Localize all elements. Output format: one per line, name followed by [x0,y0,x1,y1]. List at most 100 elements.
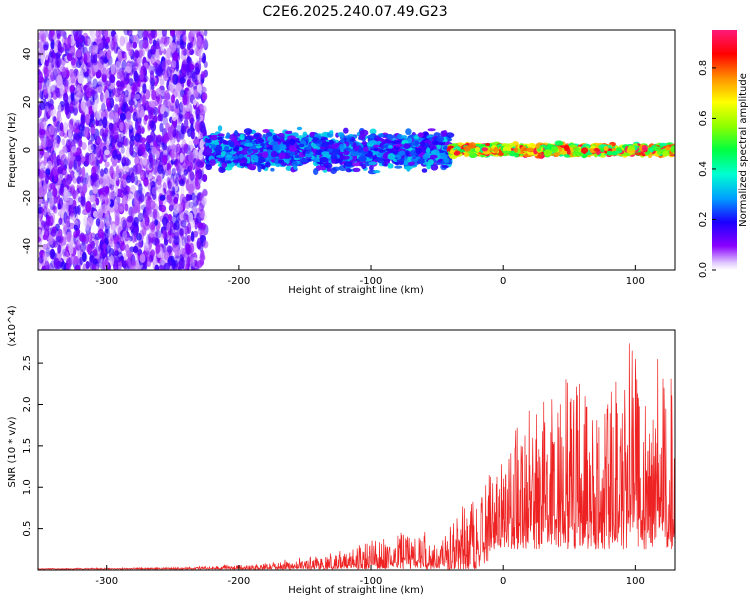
heatmap-cell [82,183,88,194]
heatmap-cell [331,148,340,156]
heatmap-cell [38,197,43,204]
heatmap-cell [154,219,159,226]
heatmap-cell [187,128,192,138]
heatmap-cell [115,256,122,263]
heatmap-cell [120,230,126,238]
heatmap-cell [98,58,103,71]
heatmap-cell [65,264,72,270]
heatmap-cell [38,261,41,270]
heatmap-cell [173,265,180,270]
heatmap-cell [148,172,153,179]
heatmap-cell [148,100,155,108]
heatmap-cell [192,99,197,106]
heatmap-cell [79,89,85,97]
heatmap-cell [108,191,115,201]
heatmap-cell [119,112,126,121]
heatmap-cell [272,144,281,152]
heatmap-cell [44,30,48,38]
heatmap-cell [179,129,185,141]
heatmap-cell [56,120,61,133]
heatmap-cell [45,207,50,216]
heatmap-cell [184,234,189,245]
heatmap-cell [399,150,406,156]
heatmap-cell [143,264,148,270]
heatmap-cell [131,85,136,95]
heatmap-cell [182,93,188,106]
heatmap-cell [55,56,62,68]
heatmap-cell [403,159,409,166]
heatmap-cell [147,110,152,120]
heatmap-cell [158,264,164,270]
heatmap-cell [113,104,119,113]
heatmap-cell [421,168,428,173]
heatmap-cell [289,138,296,146]
heatmap-cell [185,193,190,202]
heatmap-cell [126,215,134,223]
heatmap-cell [174,255,181,266]
heatmap-cell [122,219,127,232]
heatmap-cell [38,69,41,76]
heatmap-cell [131,260,137,267]
heatmap-cell [49,182,56,190]
heatmap-cell [73,68,79,77]
heatmap-cell [134,259,140,269]
heatmap-cell [72,189,77,200]
heatmap-cell [174,176,179,187]
heatmap-cell [429,143,436,150]
heatmap-cell [120,146,125,154]
heatmap-cell [159,78,165,86]
heatmap-cell [68,119,74,130]
heatmap-cell [138,196,143,204]
heatmap-cell [155,136,162,147]
heatmap-cell [38,206,44,214]
heatmap-cell [128,129,134,140]
heatmap-cell [203,39,209,51]
heatmap-cell [143,75,149,83]
heatmap-cell [43,206,48,218]
heatmap-cell [247,163,257,170]
heatmap-cell [115,164,122,174]
heatmap-cell [128,235,133,242]
heatmap-cell [168,195,173,205]
heatmap-cell [166,245,173,253]
heatmap-cell [124,89,129,98]
heatmap-cell [394,165,403,169]
heatmap-cell [106,220,110,228]
heatmap-cell [80,114,86,125]
heatmap-cell [75,91,83,101]
heatmap-cell [178,102,184,113]
heatmap-cell [179,193,186,206]
heatmap-cell [194,176,199,187]
heatmap-cell [119,35,126,47]
heatmap-cell [62,66,67,79]
heatmap-cell [50,38,55,50]
heatmap-cell [102,116,108,129]
heatmap-cell [193,138,200,145]
heatmap-cell [154,264,160,270]
heatmap-cell [175,82,182,92]
heatmap-cell [102,195,109,207]
heatmap-cell [200,71,206,80]
heatmap-cell [123,52,131,62]
heatmap-cell [110,39,116,52]
heatmap-cell [109,74,116,84]
heatmap-cell [377,152,384,157]
heatmap-cell [106,177,111,187]
heatmap-cell [313,168,319,175]
heatmap-cell [128,48,134,57]
heatmap-cell [40,205,46,216]
heatmap-cell [68,132,73,140]
heatmap-cell [93,210,98,218]
heatmap-cell [132,205,139,214]
heatmap-cell [143,30,149,38]
heatmap-cell [58,149,65,160]
heatmap-cell [197,73,201,84]
heatmap-cell [128,99,135,106]
heatmap-cell [126,62,133,74]
heatmap-cell [169,42,177,54]
heatmap-cell [162,182,167,194]
heatmap-cell [38,70,43,77]
heatmap-cell [38,108,41,119]
heatmap-cell [97,208,103,220]
heatmap-cell [106,36,110,44]
